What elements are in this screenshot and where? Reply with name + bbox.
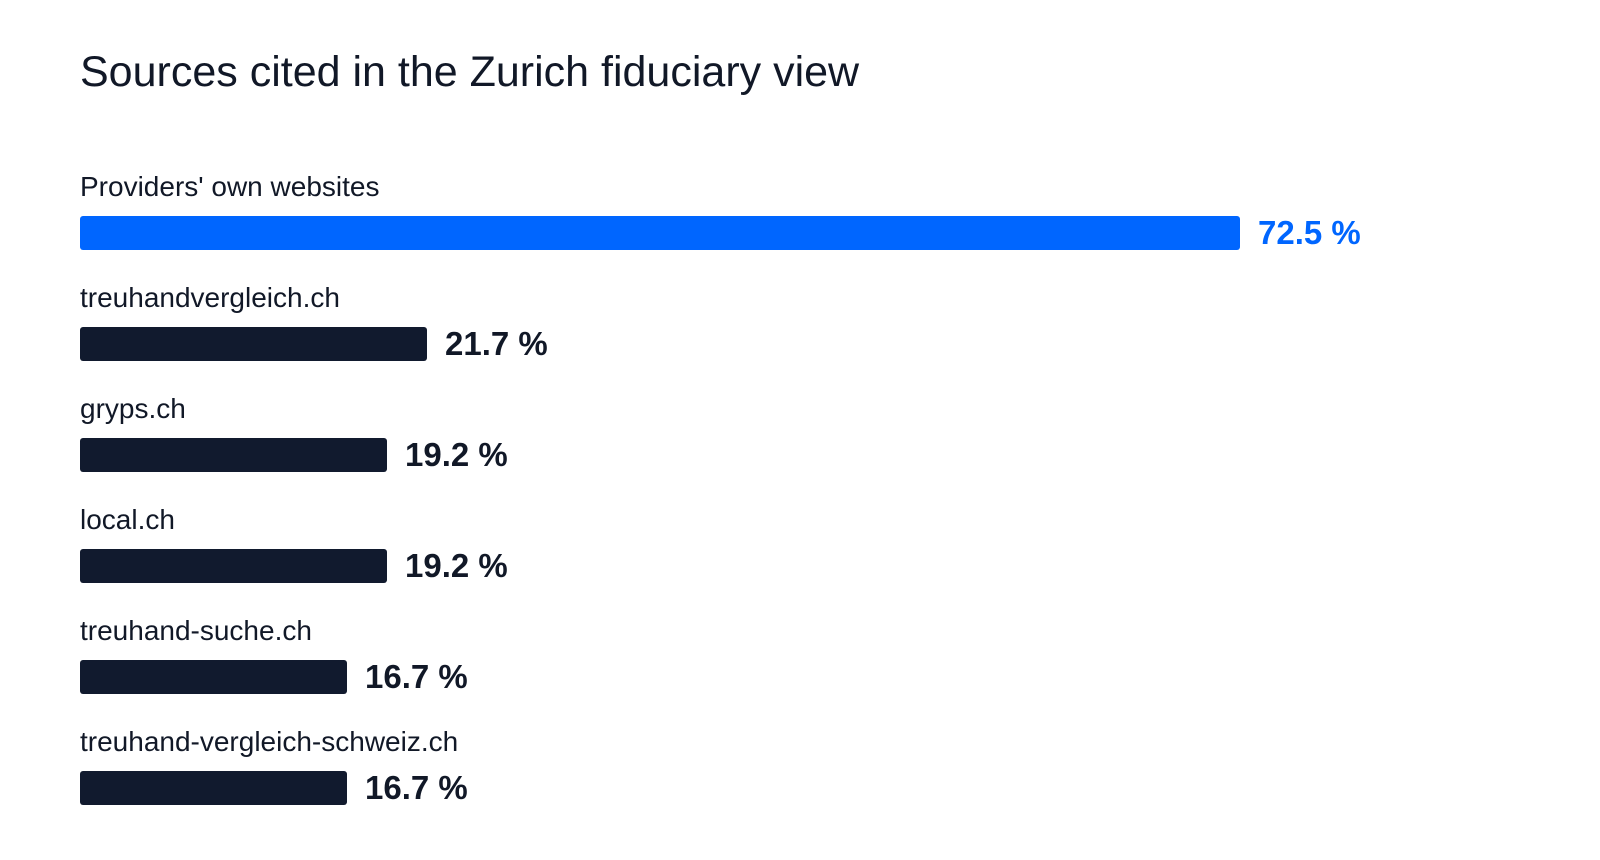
bar-track [80, 216, 1266, 250]
bar [80, 327, 427, 361]
bar-value-label: 21.7 % [445, 325, 548, 362]
bar-track [80, 660, 1266, 694]
bar-track [80, 327, 1266, 361]
bar-row: treuhand-vergleich-schweiz.ch 16.7 % [80, 723, 1540, 834]
bar [80, 660, 347, 694]
bar [80, 771, 347, 805]
bar-label: local.ch [80, 504, 175, 535]
bar-list: Providers' own websites 72.5 % treuhandver… [80, 168, 1540, 834]
bar-track [80, 438, 1266, 472]
bar-label: Providers' own websites [80, 171, 380, 202]
bar-label: treuhand-suche.ch [80, 615, 312, 646]
bar [80, 438, 387, 472]
bar-track [80, 771, 1266, 805]
bar-row: Providers' own websites 72.5 % [80, 168, 1540, 279]
bar-value-label: 19.2 % [405, 547, 508, 584]
bar-label: gryps.ch [80, 393, 186, 424]
bar-row: gryps.ch 19.2 % [80, 390, 1540, 501]
bar-value-label: 16.7 % [365, 658, 468, 695]
bar-track [80, 549, 1266, 583]
bar-value-label: 72.5 % [1258, 214, 1361, 251]
bar-label: treuhandvergleich.ch [80, 282, 340, 313]
bar-label: treuhand-vergleich-schweiz.ch [80, 726, 459, 757]
bar-row: local.ch 19.2 % [80, 501, 1540, 612]
bar [80, 216, 1240, 250]
bar-row: treuhandvergleich.ch 21.7 % [80, 279, 1540, 390]
chart-title: Sources cited in the Zurich fiduciary vi… [80, 48, 860, 96]
bar [80, 549, 387, 583]
bar-value-label: 16.7 % [365, 769, 468, 806]
bar-row: treuhand-suche.ch 16.7 % [80, 612, 1540, 723]
bar-value-label: 19.2 % [405, 436, 508, 473]
